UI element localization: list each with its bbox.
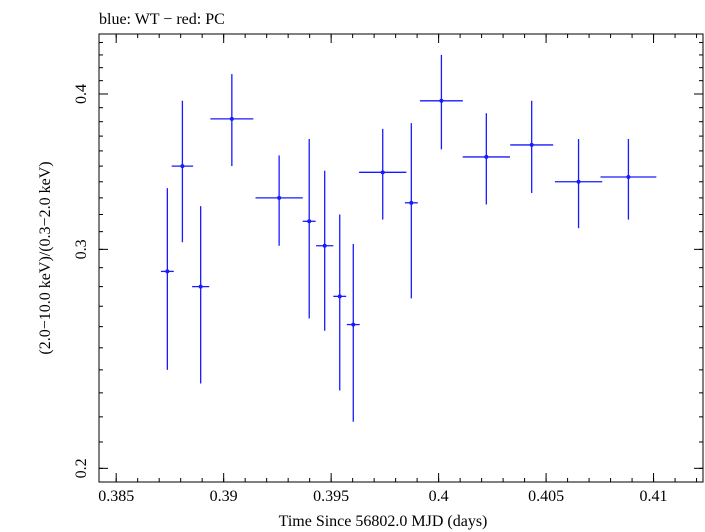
data-point — [359, 128, 407, 220]
y-axis-label: (2.0−10.0 keV)/(0.3−2.0 keV) — [37, 161, 54, 354]
y-tick-labels: 0.2 0.3 0.4 — [73, 84, 90, 478]
data-point — [333, 214, 347, 391]
data-point-marker — [409, 200, 414, 205]
data-point-marker — [380, 170, 385, 175]
data-point — [302, 139, 316, 319]
data-point-marker — [198, 284, 203, 289]
data-point — [160, 188, 174, 370]
data-point-marker — [307, 219, 312, 224]
y-tick-label: 0.4 — [73, 84, 90, 104]
data-point-marker — [277, 195, 282, 200]
x-axis-label: Time Since 56802.0 MJD (days) — [279, 513, 488, 530]
data-point — [554, 139, 603, 229]
data-point — [316, 170, 334, 331]
data-point-marker — [229, 116, 234, 121]
x-tick-label: 0.41 — [640, 488, 668, 505]
y-tick-label: 0.2 — [73, 458, 90, 478]
x-tick-labels: 0.385 0.39 0.395 0.4 0.405 0.41 — [98, 488, 667, 505]
data-point-marker — [351, 322, 356, 327]
data-point — [419, 54, 463, 150]
data-point-marker — [626, 175, 631, 180]
axis-ticks — [99, 34, 703, 482]
data-point — [210, 74, 254, 167]
x-tick-label: 0.395 — [313, 488, 349, 505]
data-point-marker — [180, 164, 185, 169]
data-point — [255, 155, 303, 246]
data-marks — [160, 54, 657, 422]
x-tick-label: 0.405 — [528, 488, 564, 505]
data-point — [192, 206, 210, 384]
data-point-marker — [529, 142, 534, 147]
data-point-marker — [337, 294, 342, 299]
data-point — [462, 113, 510, 205]
plot-frame — [98, 33, 704, 483]
chart-title: blue: WT − red: PC — [99, 11, 225, 28]
x-tick-label: 0.39 — [210, 488, 238, 505]
data-point-marker — [322, 243, 327, 248]
data-point — [346, 243, 360, 422]
data-point — [510, 100, 554, 193]
data-point-marker — [484, 154, 489, 159]
data-point — [600, 139, 657, 220]
data-point — [404, 123, 418, 299]
y-tick-label: 0.3 — [73, 239, 90, 259]
data-point — [171, 100, 194, 243]
x-tick-label: 0.385 — [98, 488, 134, 505]
data-point-marker — [165, 269, 170, 274]
x-tick-label: 0.4 — [429, 488, 449, 505]
data-point-marker — [576, 179, 581, 184]
data-point-marker — [439, 98, 444, 103]
